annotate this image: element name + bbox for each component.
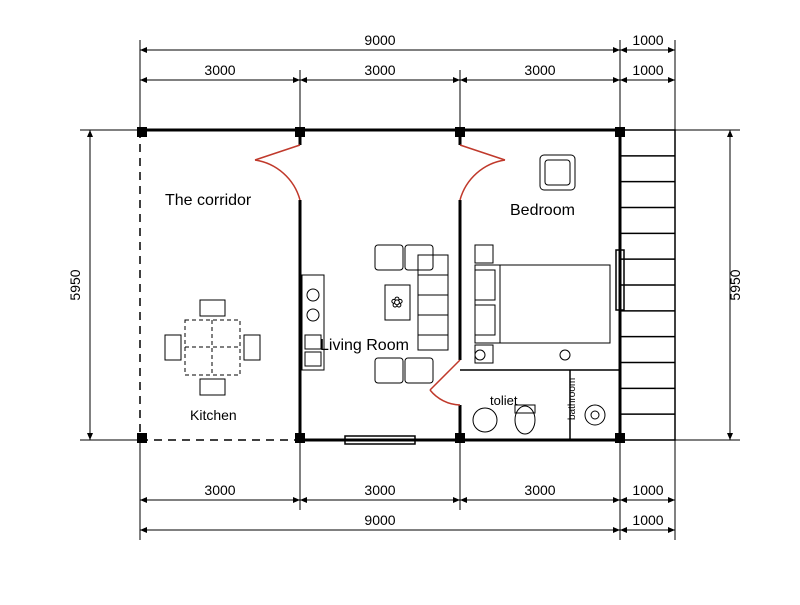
door-living-bedroom xyxy=(460,145,505,200)
dim-top-seg1: 3000 xyxy=(204,62,235,78)
label-living: Living Room xyxy=(320,337,409,354)
label-bathroom: bathroom xyxy=(567,378,578,420)
dim-right: 5950 xyxy=(727,269,743,300)
bottom-dimensions: 3000 3000 3000 1000 9000 1000 xyxy=(140,440,675,540)
svg-text:✿: ✿ xyxy=(391,294,403,310)
dim-bot-outer: 9000 xyxy=(364,512,395,528)
dim-top-outer: 9000 xyxy=(364,32,395,48)
label-corridor: The corridor xyxy=(165,192,252,209)
floor-plan-diagram: 9000 1000 3000 3000 3000 1000 3000 3000 … xyxy=(0,0,800,600)
dim-bot-seg1: 3000 xyxy=(204,482,235,498)
dim-top-seg4: 1000 xyxy=(632,62,663,78)
floor-plan-body: The corridor Kitchen Living Room Bedroom… xyxy=(137,127,675,444)
dim-bot-seg2: 3000 xyxy=(364,482,395,498)
dim-top-seg3: 3000 xyxy=(524,62,555,78)
stairs xyxy=(620,130,675,440)
left-dimension: 5950 xyxy=(67,130,140,440)
top-dimensions: 9000 1000 3000 3000 3000 1000 xyxy=(140,32,675,130)
right-dimension: 5950 xyxy=(675,130,743,440)
dim-left: 5950 xyxy=(67,269,83,300)
dim-bot-seg3: 3000 xyxy=(524,482,555,498)
dim-top-right: 1000 xyxy=(632,32,663,48)
dim-bot-seg4: 1000 xyxy=(632,482,663,498)
label-kitchen: Kitchen xyxy=(190,407,237,423)
label-toilet: toliet xyxy=(490,393,518,408)
bedroom-furniture xyxy=(475,155,610,363)
living-furniture: ✿ xyxy=(375,245,448,383)
window-living xyxy=(345,436,415,444)
bathroom-fixtures xyxy=(585,405,605,425)
kitchen-counter xyxy=(302,275,324,370)
dining-table xyxy=(165,300,260,395)
door-living-toilet xyxy=(430,360,460,405)
toilet-fixtures xyxy=(473,405,535,434)
door-corridor-living xyxy=(255,145,300,200)
dim-bot-right: 1000 xyxy=(632,512,663,528)
label-bedroom: Bedroom xyxy=(510,202,575,219)
dim-top-seg2: 3000 xyxy=(364,62,395,78)
